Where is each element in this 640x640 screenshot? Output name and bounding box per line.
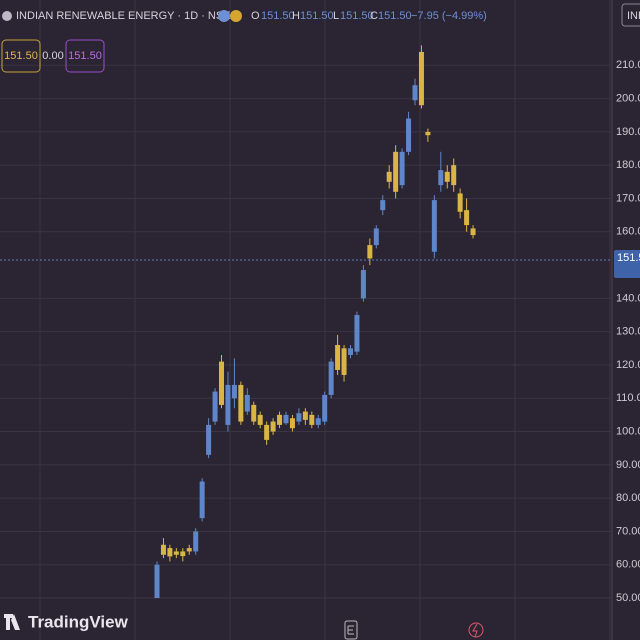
vertical-grid: [39, 0, 611, 640]
candle-body: [251, 404, 257, 422]
ohlc-value: 151.50: [300, 10, 334, 22]
sell-price[interactable]: 151.50: [4, 50, 38, 62]
candle-body: [341, 348, 347, 375]
candle-body: [231, 384, 237, 399]
candle-body: [348, 348, 353, 355]
candle-body: [244, 394, 250, 412]
candle-body: [264, 424, 270, 440]
ohlc-label: C: [370, 10, 378, 22]
candle-body: [380, 200, 386, 211]
candle-body: [302, 411, 308, 420]
flag-icon: [218, 10, 230, 22]
logo[interactable]: TradingView: [28, 612, 129, 631]
candle-body: [335, 344, 341, 370]
candle-body: [386, 171, 392, 182]
ohlc-value: 151.50: [378, 10, 412, 22]
candle-body: [464, 210, 470, 226]
candle-body: [315, 418, 321, 425]
candle-body: [277, 414, 283, 425]
candle-body: [438, 170, 444, 186]
y-tick-label: 70.00: [616, 525, 640, 537]
spread: 0.00: [42, 50, 63, 62]
y-tick-label: 140.00: [616, 292, 640, 304]
symbol[interactable]: INDIAN RENEWABLE ENERGY · 1D · NSE: [16, 10, 231, 22]
ohlc-label: H: [292, 10, 300, 22]
candle-body: [418, 51, 424, 106]
candle-body: [193, 531, 199, 552]
candle-body: [470, 228, 476, 236]
candle-body: [412, 85, 418, 101]
y-tick-label: 170.00: [616, 192, 640, 204]
y-tick-label: 120.00: [616, 359, 640, 371]
ohlc-value: 151.50: [340, 10, 374, 22]
candle-body: [328, 361, 334, 395]
change: −7.95 (−4.99%): [411, 10, 487, 22]
candle-body: [451, 165, 457, 186]
candle-body: [393, 151, 399, 192]
candle-body: [186, 548, 192, 552]
plot: 50.00 60.00 70.00 80.00 90.00 100.00 110.00 120…: [0, 45, 640, 604]
dividend-glyph: [472, 623, 478, 638]
y-tick-label: 100.00: [616, 425, 640, 437]
candle-body: [425, 131, 431, 136]
candle-body: [322, 394, 328, 422]
candle-body: [296, 413, 302, 422]
logo-mark: [4, 614, 20, 630]
candle-body: [160, 544, 166, 555]
candle-body: [167, 548, 173, 557]
buy-price[interactable]: 151.50: [68, 50, 102, 62]
candle-body: [367, 245, 373, 259]
candle-body: [283, 414, 289, 424]
y-tick-label: 90.00: [616, 459, 640, 471]
buy-box[interactable]: [65, 39, 105, 73]
ohlc-label: L: [333, 10, 339, 22]
candle-body: [406, 118, 412, 152]
candle-body: [444, 171, 450, 182]
dividend-icon[interactable]: [468, 622, 484, 638]
symbol-icon: [2, 11, 12, 21]
y-tick-label: 80.00: [616, 492, 640, 504]
candle-body: [399, 151, 405, 186]
currency[interactable]: INR: [627, 10, 640, 22]
candle-body: [257, 414, 263, 425]
candle-body: [173, 551, 179, 555]
y-tick-label: 180.00: [616, 159, 640, 171]
candle-body: [212, 391, 218, 422]
y-tick-label: 130.00: [616, 326, 640, 338]
candle-body: [219, 361, 224, 405]
candle-body: [225, 384, 231, 425]
y-tick-label: 60.00: [616, 559, 640, 571]
last-price-box: [614, 250, 640, 279]
candle-body: [199, 481, 205, 519]
ohlc-value: 151.50: [261, 10, 295, 22]
sell-box[interactable]: [1, 39, 41, 73]
candle-body: [180, 551, 186, 557]
candle-body: [154, 564, 160, 599]
y-tick-label: 160.00: [616, 226, 640, 238]
y-tick-label: 50.00: [616, 592, 640, 604]
ohlc-label: O: [251, 10, 260, 22]
candle-body: [360, 270, 366, 299]
last-price-label: 151.50: [617, 252, 640, 264]
candle-body: [270, 421, 276, 432]
y-tick-label: 190.00: [616, 126, 640, 138]
candle-body: [206, 424, 212, 455]
event-icon[interactable]: [344, 620, 358, 640]
candle-body: [309, 414, 315, 425]
candle-body: [238, 384, 244, 422]
y-tick-label: 210.00: [616, 59, 640, 71]
candle-body: [354, 315, 360, 352]
candle-body: [373, 228, 379, 246]
currency-box[interactable]: [621, 3, 640, 27]
candle-body: [431, 200, 437, 252]
y-tick-label: 200.00: [616, 92, 640, 104]
candle-body: [457, 193, 463, 212]
candle-body: [289, 418, 295, 429]
event-icon-glyph: [347, 625, 354, 635]
flag-icon: [230, 10, 242, 22]
y-tick-label: 110.00: [616, 392, 640, 404]
